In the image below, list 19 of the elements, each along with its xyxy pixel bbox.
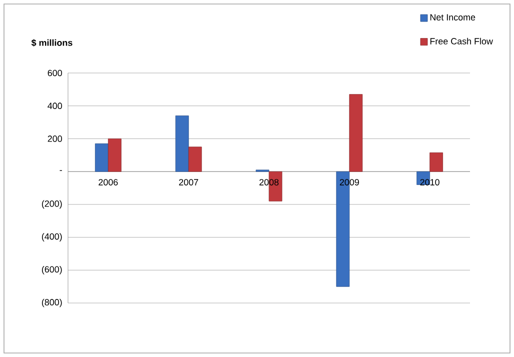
bar — [430, 152, 443, 172]
x-tick-label: 2006 — [98, 179, 118, 186]
y-tick-label: 400 — [48, 102, 62, 110]
y-tick-label: - — [60, 170, 62, 171]
y-tick-label: (200) — [42, 200, 62, 209]
bar — [188, 146, 202, 172]
legend-label: Free Cash Flow — [430, 38, 493, 44]
bar — [108, 138, 122, 172]
y-tick-label: 200 — [48, 136, 62, 142]
bar — [349, 94, 363, 172]
y-tick-label: 600 — [48, 70, 62, 76]
bar — [175, 116, 189, 172]
bar — [95, 143, 108, 172]
x-tick-label: 2007 — [179, 179, 198, 186]
legend-label: Net Income — [430, 14, 476, 20]
y-tick-label: (400) — [42, 233, 62, 242]
y-tick-label: (800) — [42, 298, 62, 308]
y-tick-label: (600) — [42, 266, 62, 274]
y-axis-title: $ millions — [31, 39, 72, 46]
